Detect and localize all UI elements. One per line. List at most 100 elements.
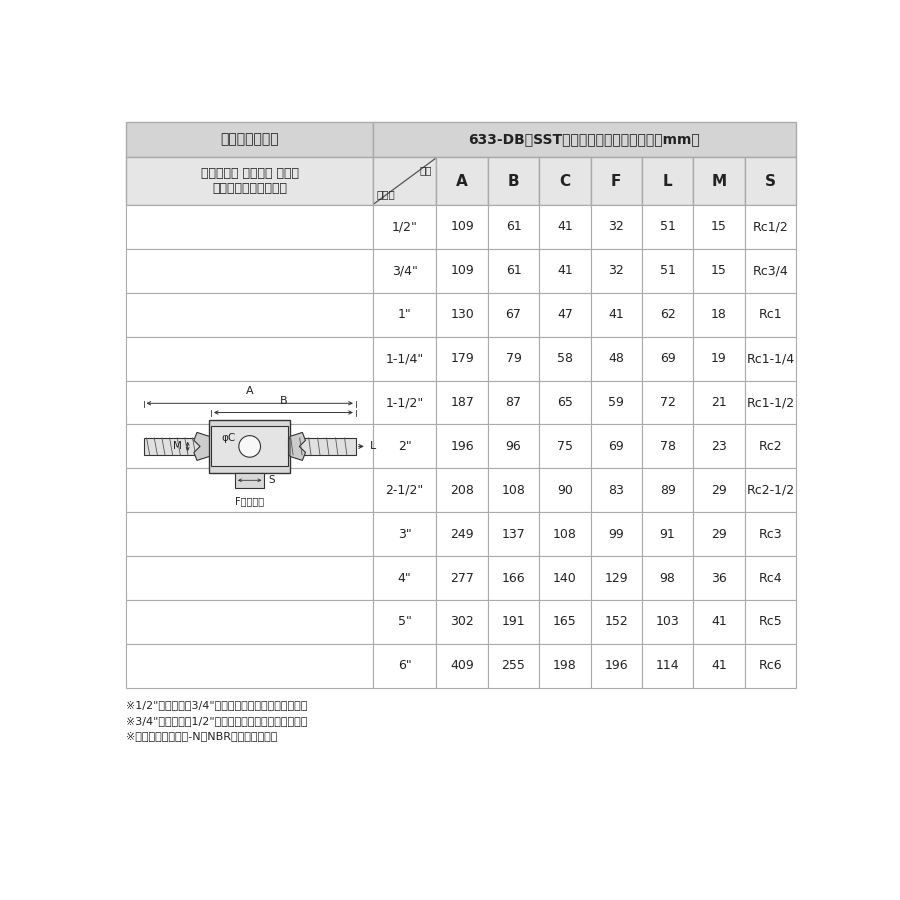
Bar <box>126 158 373 205</box>
Text: Rc5: Rc5 <box>759 616 782 628</box>
Bar <box>539 158 590 205</box>
Bar <box>539 644 590 688</box>
Text: 32: 32 <box>608 265 624 277</box>
Bar <box>590 249 642 292</box>
Text: 3/4": 3/4" <box>392 265 418 277</box>
Bar <box>436 468 488 512</box>
Text: 249: 249 <box>450 527 474 541</box>
Text: A: A <box>246 386 254 396</box>
Bar <box>436 425 488 468</box>
Text: 79: 79 <box>506 352 521 365</box>
Bar <box>539 292 590 337</box>
Text: 58: 58 <box>557 352 573 365</box>
Bar <box>693 600 744 644</box>
Text: 165: 165 <box>553 616 577 628</box>
Text: 179: 179 <box>450 352 474 365</box>
Bar <box>590 381 642 425</box>
Bar <box>436 292 488 337</box>
Text: 187: 187 <box>450 396 474 409</box>
Text: B: B <box>508 174 519 189</box>
Text: 51: 51 <box>660 265 676 277</box>
Text: 198: 198 <box>553 660 577 672</box>
Text: カムロック カプラー メネジ
ステンレススチール製: カムロック カプラー メネジ ステンレススチール製 <box>201 167 299 195</box>
Bar <box>744 600 796 644</box>
Text: 41: 41 <box>711 660 727 672</box>
Bar <box>539 425 590 468</box>
Bar <box>488 425 539 468</box>
Text: S: S <box>765 174 776 189</box>
Text: ※1/2"カプラーは3/4"アダプターにも接続できます。: ※1/2"カプラーは3/4"アダプターにも接続できます。 <box>126 700 308 710</box>
Text: S: S <box>268 475 274 485</box>
Text: 29: 29 <box>711 527 727 541</box>
Text: 208: 208 <box>450 484 474 497</box>
Text: 137: 137 <box>501 527 526 541</box>
Text: 19: 19 <box>711 352 727 365</box>
Bar <box>488 337 539 381</box>
Text: 90: 90 <box>557 484 572 497</box>
Bar <box>744 425 796 468</box>
Text: Rc3: Rc3 <box>759 527 782 541</box>
Text: 130: 130 <box>450 308 474 321</box>
Text: 1/2": 1/2" <box>392 220 418 233</box>
Bar <box>539 468 590 512</box>
Bar <box>642 600 693 644</box>
Bar <box>488 292 539 337</box>
Bar <box>373 337 436 381</box>
Text: 29: 29 <box>711 484 727 497</box>
Text: 75: 75 <box>557 440 573 453</box>
Text: 15: 15 <box>711 265 727 277</box>
Text: Rc3/4: Rc3/4 <box>752 265 788 277</box>
Bar <box>693 381 744 425</box>
Bar <box>373 644 436 688</box>
Text: Rc1/2: Rc1/2 <box>752 220 788 233</box>
Bar <box>488 158 539 205</box>
Text: 103: 103 <box>656 616 680 628</box>
Bar <box>126 337 373 381</box>
Text: 87: 87 <box>506 396 521 409</box>
Text: A: A <box>456 174 468 189</box>
Text: 41: 41 <box>557 265 572 277</box>
Text: 59: 59 <box>608 396 625 409</box>
Text: 1": 1" <box>398 308 411 321</box>
Bar <box>693 249 744 292</box>
Bar <box>744 249 796 292</box>
Text: 91: 91 <box>660 527 676 541</box>
Bar <box>488 644 539 688</box>
Text: 23: 23 <box>711 440 727 453</box>
Bar <box>642 425 693 468</box>
Bar <box>126 249 373 292</box>
Text: L: L <box>370 441 376 452</box>
Bar <box>590 644 642 688</box>
Bar <box>744 644 796 688</box>
Bar <box>539 512 590 556</box>
Bar <box>373 292 436 337</box>
Bar <box>488 512 539 556</box>
Bar <box>744 512 796 556</box>
Bar <box>590 512 642 556</box>
Bar <box>642 381 693 425</box>
Bar <box>373 122 796 158</box>
Text: 109: 109 <box>450 265 474 277</box>
Bar <box>642 556 693 600</box>
Bar <box>436 644 488 688</box>
Text: 15: 15 <box>711 220 727 233</box>
Bar <box>642 337 693 381</box>
Bar <box>488 600 539 644</box>
Bar <box>590 158 642 205</box>
Text: 21: 21 <box>711 396 727 409</box>
Bar <box>373 381 436 425</box>
Bar <box>373 600 436 644</box>
Bar <box>126 644 373 688</box>
Polygon shape <box>290 432 305 461</box>
Text: 83: 83 <box>608 484 625 497</box>
Bar <box>126 381 373 425</box>
Polygon shape <box>194 432 210 461</box>
Bar <box>590 337 642 381</box>
Text: 6": 6" <box>398 660 411 672</box>
Text: 633-DB　SST　サイズ別寸法表（単位：mm）: 633-DB SST サイズ別寸法表（単位：mm） <box>469 132 700 147</box>
Bar <box>488 205 539 249</box>
Bar <box>488 381 539 425</box>
Text: 1-1/2": 1-1/2" <box>385 396 424 409</box>
Bar <box>126 122 373 158</box>
Text: 109: 109 <box>450 220 474 233</box>
